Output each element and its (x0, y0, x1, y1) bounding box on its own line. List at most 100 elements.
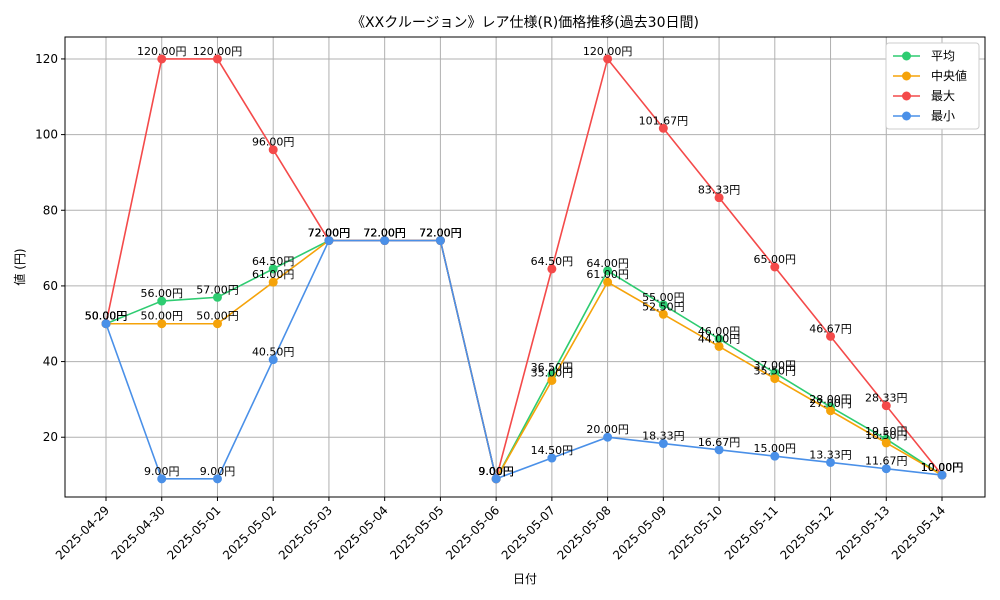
data-label: 46.67円 (809, 322, 852, 335)
data-point (714, 193, 724, 203)
data-label: 9.00円 (478, 465, 514, 478)
data-label: 9.00円 (144, 465, 180, 478)
data-label: 61.00円 (586, 268, 629, 281)
data-label: 57.00円 (196, 283, 239, 296)
data-label: 101.67円 (639, 114, 689, 127)
data-label: 50.00円 (196, 310, 239, 323)
data-point (157, 319, 167, 329)
data-point (324, 236, 334, 246)
data-point (658, 439, 668, 449)
data-label: 61.00円 (252, 268, 295, 281)
data-point (157, 54, 167, 64)
legend-label: 最大 (931, 89, 955, 103)
data-label: 64.00円 (586, 257, 629, 270)
data-label: 72.00円 (363, 227, 406, 240)
legend-swatch-marker (902, 111, 911, 121)
data-point (603, 266, 613, 276)
legend-label: 中央値 (931, 68, 967, 83)
data-label: 50.00円 (85, 310, 128, 323)
data-point (212, 292, 222, 302)
data-label: 120.00円 (137, 45, 187, 58)
data-point (714, 341, 724, 351)
data-label: 72.00円 (308, 227, 351, 240)
data-point (826, 457, 836, 467)
y-tick-label: 80 (43, 203, 58, 217)
data-label: 27.00円 (809, 397, 852, 410)
data-label: 56.00円 (140, 287, 183, 300)
data-point (212, 319, 222, 329)
data-point (157, 474, 167, 484)
data-label: 72.00円 (308, 227, 351, 240)
data-label: 10.00円 (921, 461, 964, 474)
data-point (658, 300, 668, 310)
y-tick-label: 20 (43, 430, 58, 444)
data-label: 120.00円 (193, 45, 243, 58)
data-label: 96.00円 (252, 136, 295, 149)
data-label: 9.00円 (478, 465, 514, 478)
data-point (826, 406, 836, 416)
y-tick-label: 120 (35, 52, 58, 66)
data-label: 28.33円 (865, 392, 908, 405)
data-label: 9.00円 (200, 465, 236, 478)
data-label: 14.50円 (531, 444, 574, 457)
data-point (268, 264, 278, 274)
data-point (547, 453, 557, 463)
data-label: 50.00円 (85, 310, 128, 323)
data-point (101, 319, 111, 329)
data-point (658, 123, 668, 133)
data-label: 20.00円 (586, 423, 629, 436)
data-point (770, 451, 780, 461)
data-point (826, 331, 836, 341)
data-point (770, 374, 780, 384)
y-tick-label: 100 (35, 128, 58, 142)
data-point (881, 464, 891, 474)
data-point (380, 236, 390, 246)
chart-title: 《XXクルージョン》レア仕様(R)価格推移(過去30日間) (351, 15, 699, 31)
data-label: 9.00円 (478, 465, 514, 478)
data-point (881, 438, 891, 448)
data-label: 18.50円 (865, 429, 908, 442)
data-label: 36.50円 (531, 361, 574, 374)
legend-swatch-marker (902, 71, 911, 81)
data-label: 10.00円 (921, 461, 964, 474)
data-label: 64.50円 (252, 255, 295, 268)
data-point (603, 54, 613, 64)
series-line-3 (105, 239, 943, 480)
data-label: 44.00円 (698, 332, 741, 345)
data-label: 120.00円 (583, 45, 633, 58)
y-tick-label: 60 (43, 279, 58, 293)
data-label: 10.00円 (921, 461, 964, 474)
series-line-0 (105, 239, 943, 482)
data-point (268, 145, 278, 155)
data-label: 52.50円 (642, 300, 685, 313)
data-label: 35.00円 (531, 366, 574, 379)
data-point (435, 236, 445, 246)
data-label: 19.50円 (865, 425, 908, 438)
data-point (937, 470, 947, 480)
data-label: 28.00円 (809, 393, 852, 406)
series-line-1 (106, 239, 943, 482)
data-label: 72.00円 (363, 227, 406, 240)
plot-area-frame (64, 36, 986, 498)
data-label: 64.50円 (531, 255, 574, 268)
data-point (658, 309, 668, 319)
data-labels: 50.00円 56.00円 57.00円 64.50円 72.00円 72.00円 72.0… (85, 45, 964, 478)
data-point (268, 355, 278, 365)
data-label: 72.00円 (363, 227, 406, 240)
legend-label: 平均 (931, 49, 955, 63)
data-label: 72.00円 (419, 227, 462, 240)
series-line-2 (105, 57, 943, 480)
data-label: 83.33円 (698, 184, 741, 197)
x-axis-label: 日付 (513, 572, 537, 586)
data-label: 72.00円 (308, 227, 351, 240)
data-label: 72.00円 (419, 227, 462, 240)
y-axis-label: 値 (円) (12, 248, 27, 285)
data-label: 46.00円 (698, 325, 741, 338)
data-label: 65.00円 (754, 253, 797, 266)
data-point (212, 54, 222, 64)
data-point (491, 474, 501, 484)
data-label: 35.50円 (754, 365, 797, 378)
data-label: 18.33円 (642, 430, 685, 443)
